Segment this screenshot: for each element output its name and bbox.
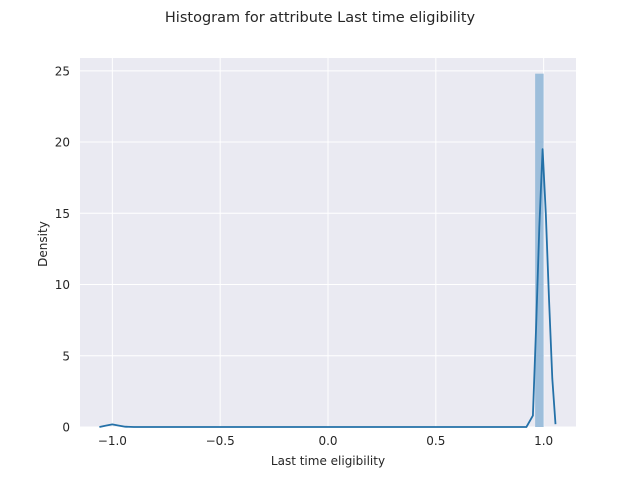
y-axis-label: Density: [36, 221, 50, 267]
kde-line: [99, 148, 557, 428]
x-tick-label: 0.5: [426, 434, 445, 448]
x-tick-label: −0.5: [206, 434, 235, 448]
x-tick-label: −1.0: [98, 434, 127, 448]
tick-labels: −1.0 −0.5 0.0 0.5 1.0 0 5 10 15 20 25: [55, 64, 553, 448]
y-tick-label: 25: [55, 64, 70, 78]
x-tick-label: 0.0: [318, 434, 337, 448]
y-tick-label: 10: [55, 278, 70, 292]
y-tick-label: 20: [55, 136, 70, 150]
grid-lines: [80, 58, 576, 428]
x-axis-label: Last time eligibility: [271, 454, 385, 468]
y-tick-label: 15: [55, 207, 70, 221]
kde-curve: [99, 148, 557, 428]
y-tick-label: 5: [62, 349, 70, 363]
x-tick-label: 1.0: [534, 434, 553, 448]
y-tick-label: 0: [62, 421, 70, 435]
chart-title: Histogram for attribute Last time eligib…: [165, 10, 476, 26]
